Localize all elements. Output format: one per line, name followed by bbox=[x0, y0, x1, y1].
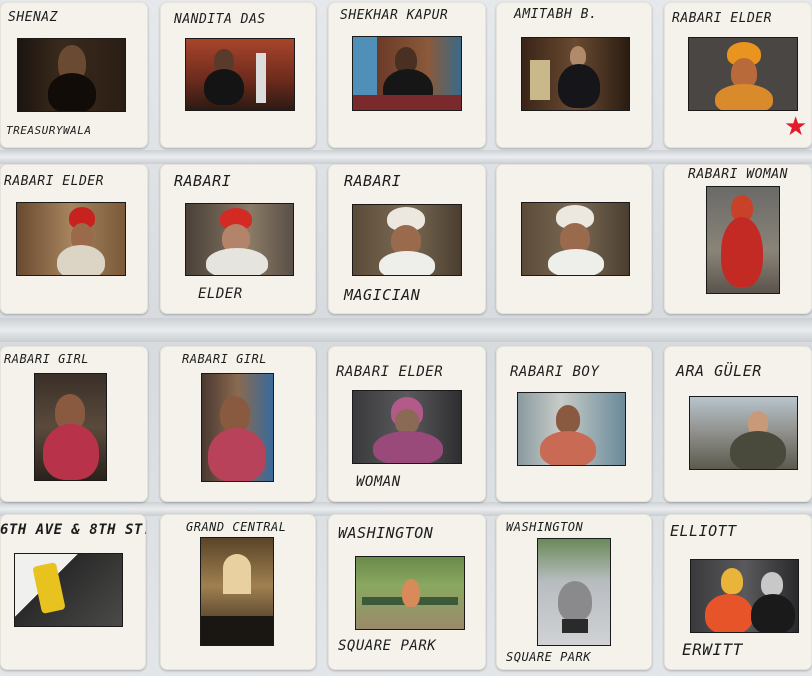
slide-rabari-woman: RABARI WOMAN bbox=[664, 164, 812, 314]
slide-photo bbox=[185, 203, 294, 276]
slide-top-label: RABARI GIRL bbox=[4, 352, 89, 366]
slide-top-label: ARA GÜLER bbox=[676, 362, 762, 380]
slide-photo bbox=[14, 553, 123, 627]
slide-photo bbox=[34, 373, 107, 481]
slide-nandita-das: NANDITA DAS bbox=[160, 2, 316, 148]
slide-top-label: GRAND CENTRAL bbox=[186, 520, 287, 534]
slide-rabari-elder-3: RABARI ELDER bbox=[160, 164, 316, 314]
slide-rabari-girl-2: RABARI GIRL bbox=[160, 346, 316, 502]
slide-shekhar-kapur: SHEKHAR KAPUR bbox=[328, 2, 486, 148]
slide-photo bbox=[521, 202, 630, 276]
slide-6th-ave: 6TH AVE & 8TH ST. bbox=[0, 514, 146, 670]
slide-top-label: ELLIOTT bbox=[670, 522, 737, 540]
slide-photo bbox=[521, 37, 630, 111]
sleeve-seam bbox=[0, 502, 812, 516]
slide-top-label: RABARI ELDER bbox=[336, 364, 444, 380]
slide-unlabeled bbox=[496, 164, 652, 314]
slide-photo bbox=[690, 559, 799, 633]
slide-bottom-label: WOMAN bbox=[356, 474, 401, 490]
slide-bottom-label: ERWITT bbox=[682, 640, 743, 659]
slide-bottom-label: TREASURYWALA bbox=[6, 124, 92, 137]
slide-photo bbox=[537, 538, 611, 646]
slide-top-label: NANDITA DAS bbox=[174, 12, 266, 27]
slide-top-label: RABARI bbox=[174, 172, 232, 190]
slide-photo bbox=[185, 38, 295, 111]
slide-rabari-magician: RABARI MAGICIAN bbox=[328, 164, 486, 314]
slide-grand-central: GRAND CENTRAL bbox=[160, 514, 316, 670]
slide-top-label: RABARI ELDER bbox=[4, 174, 104, 189]
slide-amitabh: AMITABH B. bbox=[496, 2, 652, 148]
sleeve-seam bbox=[0, 318, 812, 342]
slide-rabari-elder-2: RABARI ELDER bbox=[0, 164, 148, 314]
slide-top-label: WASHINGTON bbox=[338, 524, 434, 542]
slide-rabari-boy: RABARI BOY bbox=[496, 346, 652, 502]
slide-top-label: RABARI GIRL bbox=[182, 352, 267, 366]
slide-top-label: AMITABH B. bbox=[514, 7, 598, 22]
slide-bottom-label: SQUARE PARK bbox=[338, 638, 437, 654]
slide-top-label: SHEKHAR KAPUR bbox=[340, 8, 449, 23]
slide-top-label: 6TH AVE & 8TH ST. bbox=[0, 522, 146, 538]
slide-top-label: SHENAZ bbox=[8, 10, 58, 25]
slide-photo bbox=[352, 36, 462, 111]
red-star-mark: ★ bbox=[784, 112, 808, 142]
slide-top-label: RABARI ELDER bbox=[672, 11, 772, 26]
slide-washington-square-2: WASHINGTON SQUARE PARK bbox=[496, 514, 652, 670]
slide-photo bbox=[352, 204, 462, 276]
slide-photo bbox=[706, 186, 780, 294]
slide-photo bbox=[688, 37, 798, 111]
slide-bottom-label: MAGICIAN bbox=[344, 286, 421, 304]
slide-rabari-elder-1: RABARI ELDER ★ bbox=[664, 2, 812, 148]
slide-photo bbox=[200, 537, 274, 646]
slide-top-label: RABARI bbox=[344, 172, 402, 190]
slide-elliott-erwitt: ELLIOTT ERWITT bbox=[664, 514, 812, 670]
slide-bottom-label: ELDER bbox=[198, 286, 243, 302]
slide-photo bbox=[352, 390, 462, 464]
sleeve-seam bbox=[0, 150, 812, 164]
slide-ara-guler: ARA GÜLER bbox=[664, 346, 812, 502]
slide-top-label: WASHINGTON bbox=[506, 520, 584, 534]
slide-top-label: RABARI WOMAN bbox=[688, 167, 788, 182]
slide-rabari-girl-1: RABARI GIRL bbox=[0, 346, 148, 502]
slide-photo bbox=[201, 373, 274, 482]
slide-photo bbox=[517, 392, 626, 466]
slide-photo bbox=[689, 396, 798, 470]
slide-rabari-elder-woman: RABARI ELDER WOMAN bbox=[328, 346, 486, 502]
slide-shenaz: SHENAZ TREASURYWALA bbox=[0, 2, 148, 148]
slide-photo bbox=[17, 38, 126, 112]
slide-photo bbox=[16, 202, 126, 276]
slide-washington-square-1: WASHINGTON SQUARE PARK bbox=[328, 514, 486, 670]
slide-photo bbox=[355, 556, 465, 630]
slide-top-label: RABARI BOY bbox=[510, 364, 600, 380]
slide-bottom-label: SQUARE PARK bbox=[506, 650, 591, 664]
